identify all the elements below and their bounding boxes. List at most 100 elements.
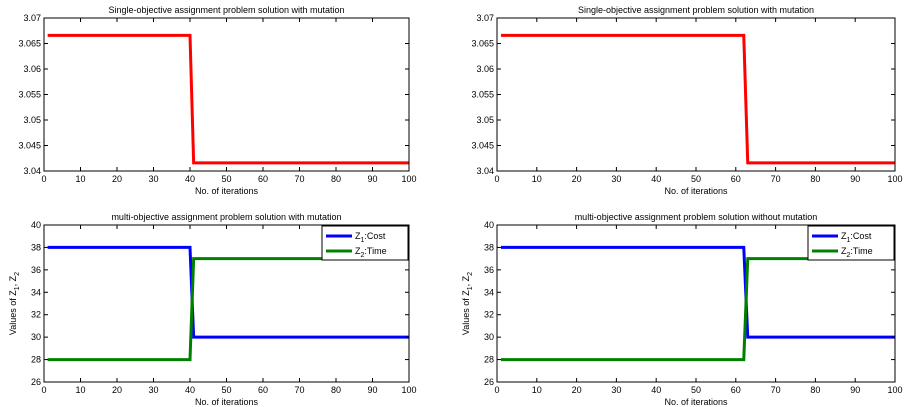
x-tick-label: 20: [112, 385, 122, 395]
x-tick-label: 10: [75, 385, 85, 395]
x-tick-label: 60: [258, 385, 268, 395]
y-tick-label: 3.065: [18, 39, 41, 49]
y-tick-label: 26: [31, 377, 41, 387]
series-line-1: [500, 33, 895, 165]
y-tick-label: 3.06: [23, 64, 41, 74]
y-tick-label: 40: [31, 220, 41, 230]
y-tick-label: 32: [31, 310, 41, 320]
x-tick-label: 70: [771, 174, 781, 184]
y-tick-label: 3.045: [18, 141, 41, 151]
chart-multi-objective-with-mutation: multi-objective assignment problem solut…: [0, 205, 453, 407]
y-tick-label: 3.05: [23, 115, 41, 125]
y-tick-label: 3.055: [18, 90, 41, 100]
y-tick-label: 32: [484, 310, 494, 320]
x-axis-label: No. of iterations: [195, 186, 259, 196]
x-tick-label: 40: [185, 385, 195, 395]
x-tick-label: 50: [221, 385, 231, 395]
legend-entry: Z2:Time: [841, 246, 873, 259]
chart-title: Single-objective assignment problem solu…: [578, 5, 814, 15]
y-tick-label: 30: [31, 332, 41, 342]
x-tick-label: 10: [75, 174, 85, 184]
chart-title: Single-objective assignment problem solu…: [108, 5, 344, 15]
x-tick-label: 0: [494, 174, 499, 184]
chart-svg: Single-objective assignment problem solu…: [471, 5, 902, 196]
y-tick-label: 34: [484, 287, 494, 297]
x-tick-label: 80: [331, 174, 341, 184]
y-axis-label: Values of Z1, Z2: [461, 272, 474, 335]
y-tick-label: 34: [31, 287, 41, 297]
plot-frame: [496, 17, 896, 172]
y-tick-label: 3.06: [476, 64, 494, 74]
x-tick-label: 40: [651, 174, 661, 184]
legend-entry: Z1:Cost: [355, 231, 386, 244]
y-tick-label: 3.04: [23, 166, 41, 176]
x-axis-label: No. of iterations: [195, 397, 259, 407]
x-tick-label: 60: [258, 174, 268, 184]
x-tick-label: 50: [691, 385, 701, 395]
y-tick-label: 40: [484, 220, 494, 230]
x-axis-label: No. of iterations: [664, 186, 728, 196]
x-tick-label: 10: [532, 385, 542, 395]
y-tick-label: 36: [484, 265, 494, 275]
x-tick-label: 0: [494, 385, 499, 395]
x-tick-label: 20: [572, 174, 582, 184]
legend: Z1:Cost Z2:Time: [321, 225, 409, 261]
chart-svg: multi-objective assignment problem solut…: [461, 212, 903, 407]
y-tick-label: 3.045: [471, 141, 494, 151]
x-tick-label: 70: [294, 385, 304, 395]
x-tick-label: 30: [148, 174, 158, 184]
chart-svg: Single-objective assignment problem solu…: [18, 5, 416, 196]
y-tick-label: 30: [484, 332, 494, 342]
x-tick-label: 80: [810, 385, 820, 395]
y-axis-label: Values of Z1, Z2: [8, 272, 21, 335]
chart-single-objective-left: Single-objective assignment problem solu…: [0, 0, 453, 205]
x-tick-label: 80: [331, 385, 341, 395]
x-tick-label: 60: [731, 385, 741, 395]
y-tick-label: 3.05: [476, 115, 494, 125]
series-line-1: [500, 245, 895, 339]
y-tick-label: 28: [484, 355, 494, 365]
x-tick-label: 20: [112, 174, 122, 184]
x-tick-label: 90: [367, 385, 377, 395]
x-tick-label: 70: [771, 385, 781, 395]
x-tick-label: 10: [532, 174, 542, 184]
x-tick-label: 60: [731, 174, 741, 184]
x-tick-label: 0: [41, 385, 46, 395]
y-tick-label: 3.065: [471, 39, 494, 49]
y-tick-label: 3.07: [476, 13, 494, 23]
y-tick-label: 38: [31, 242, 41, 252]
chart-title: multi-objective assignment problem solut…: [575, 212, 818, 222]
x-tick-label: 80: [810, 174, 820, 184]
x-tick-label: 70: [294, 174, 304, 184]
y-tick-label: 3.055: [471, 90, 494, 100]
chart-title: multi-objective assignment problem solut…: [111, 212, 341, 222]
x-tick-label: 40: [185, 174, 195, 184]
series-line-2: [500, 257, 895, 362]
plot-frame: [43, 17, 410, 172]
y-tick-label: 36: [31, 265, 41, 275]
legend-entry: Z2:Time: [355, 246, 387, 259]
x-tick-label: 90: [367, 174, 377, 184]
x-tick-label: 40: [651, 385, 661, 395]
x-tick-label: 100: [887, 385, 902, 395]
x-tick-label: 100: [401, 385, 416, 395]
y-tick-label: 26: [484, 377, 494, 387]
x-tick-label: 100: [887, 174, 902, 184]
chart-single-objective-right: Single-objective assignment problem solu…: [453, 0, 906, 205]
series-line-2: [47, 257, 409, 362]
y-tick-label: 3.04: [476, 166, 494, 176]
legend-entry: Z1:Cost: [841, 231, 872, 244]
x-tick-label: 50: [691, 174, 701, 184]
x-tick-label: 20: [572, 385, 582, 395]
x-tick-label: 100: [401, 174, 416, 184]
x-tick-label: 90: [850, 174, 860, 184]
legend: Z1:Cost Z2:Time: [807, 225, 895, 261]
series-line-1: [47, 33, 409, 165]
x-tick-label: 90: [850, 385, 860, 395]
x-tick-label: 0: [41, 174, 46, 184]
y-tick-label: 28: [31, 355, 41, 365]
x-tick-label: 30: [611, 174, 621, 184]
x-tick-label: 30: [148, 385, 158, 395]
y-tick-label: 3.07: [23, 13, 41, 23]
